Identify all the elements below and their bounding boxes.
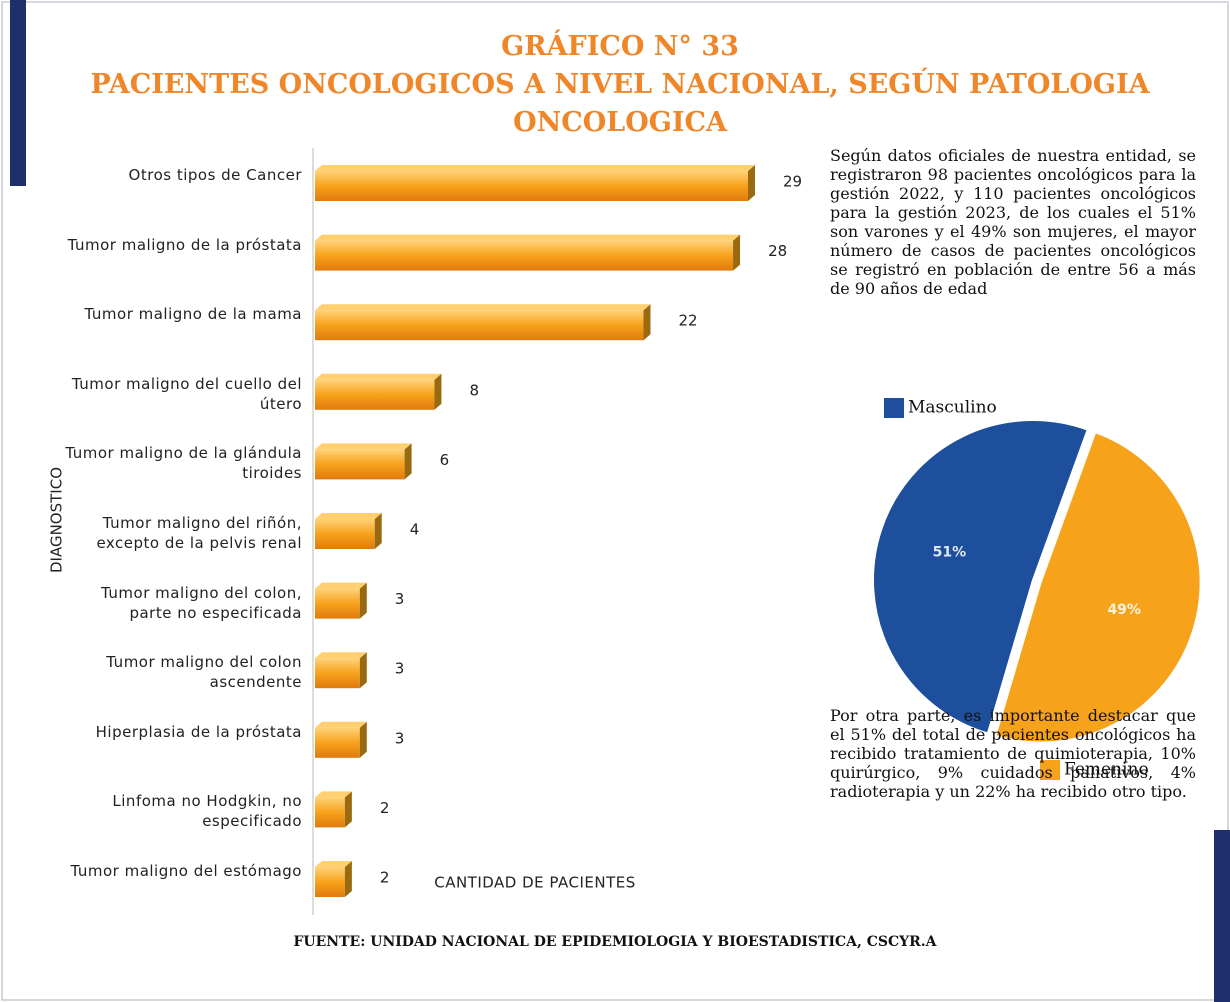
data-label: 4: [410, 521, 420, 539]
bar-top: [315, 791, 352, 798]
bar-top: [315, 861, 352, 867]
bar-side: [359, 582, 367, 619]
bar-top: [315, 721, 367, 728]
bar-side: [733, 234, 741, 271]
category-label: Tumor maligno de la mama: [84, 305, 302, 324]
data-label: 2: [380, 799, 390, 817]
bar: [315, 867, 345, 897]
bar-top: [315, 304, 651, 311]
x-axis-label: CANTIDAD DE PACIENTES: [434, 874, 636, 892]
data-label: 3: [395, 729, 405, 747]
accent-bar: [1214, 830, 1230, 1002]
category-label: Tumor maligno de la glándula tiroides: [65, 444, 302, 483]
accent-bar: [10, 0, 26, 186]
bar-top: [315, 373, 442, 380]
bar-top: [315, 582, 367, 589]
data-label: 22: [678, 312, 697, 330]
bar: [315, 727, 360, 758]
data-label: 6: [440, 451, 450, 469]
bar: [315, 449, 405, 480]
bar: [315, 240, 734, 271]
y-axis-label: DIAGNOSTICO: [48, 467, 66, 573]
bar: [315, 658, 360, 689]
data-label: 2: [380, 869, 390, 887]
bar-side: [344, 791, 352, 828]
paragraph: Según datos oficiales de nuestra entidad…: [830, 146, 1196, 298]
data-label: 3: [395, 660, 405, 678]
paragraph: Por otra parte, es importante destacar q…: [830, 706, 1196, 801]
data-label: 29: [783, 173, 802, 191]
slice-label: 51%: [933, 545, 967, 561]
source: FUENTE: UNIDAD NACIONAL DE EPIDEMIOLOGIA…: [293, 934, 937, 950]
category-label: Tumor maligno del riñón, excepto de la p…: [96, 514, 302, 552]
title-line: GRÁFICO N° 33: [501, 31, 739, 62]
title: GRÁFICO N° 33 PACIENTES ONCOLOGICOS A NIV…: [80, 28, 1160, 142]
legend-swatch: [1040, 760, 1060, 780]
data-label: 8: [469, 381, 479, 399]
pie-slice: [872, 419, 1090, 735]
bar-top: [315, 443, 412, 450]
pie-slice: [994, 430, 1202, 744]
bar: [315, 310, 644, 341]
category-label: Linfoma no Hodgkin, no especificado: [112, 792, 302, 831]
category-label: Hiperplasia de la próstata: [95, 722, 302, 741]
bar: [315, 171, 748, 201]
category-label: Tumor maligno del estómago: [70, 862, 302, 880]
legend-label: Masculino: [908, 398, 997, 418]
category-label: Tumor maligno del colon, parte no especi…: [101, 583, 302, 622]
bar: [315, 588, 360, 619]
legend-label: Femenino: [1064, 760, 1149, 780]
bar-side: [404, 443, 412, 480]
bar: [315, 797, 345, 828]
bar-side: [359, 721, 367, 758]
bar-side: [374, 513, 382, 549]
bar-side: [344, 861, 352, 897]
category-label: Otros tipos de Cancer: [128, 166, 302, 184]
bar-side: [643, 304, 651, 341]
bar-side: [748, 165, 755, 201]
bar-side: [434, 373, 442, 410]
slice-label: 49%: [1107, 602, 1141, 618]
data-label: 28: [768, 242, 787, 260]
bar-top: [315, 652, 367, 659]
category-label: Tumor maligno del cuello del útero: [71, 374, 302, 413]
bar: [315, 519, 375, 549]
data-label: 3: [395, 590, 405, 608]
bar-top: [315, 513, 382, 519]
category-label: Tumor maligno de la próstata: [67, 235, 302, 254]
category-label: Tumor maligno del colon ascendente: [106, 653, 302, 692]
bar-top: [315, 165, 755, 171]
bar-top: [315, 234, 741, 241]
bar-side: [359, 652, 367, 689]
bar: [315, 379, 435, 410]
legend-swatch: [884, 398, 904, 418]
title-line: PACIENTES ONCOLOGICOS A NIVEL NACIONAL, …: [90, 69, 1150, 138]
